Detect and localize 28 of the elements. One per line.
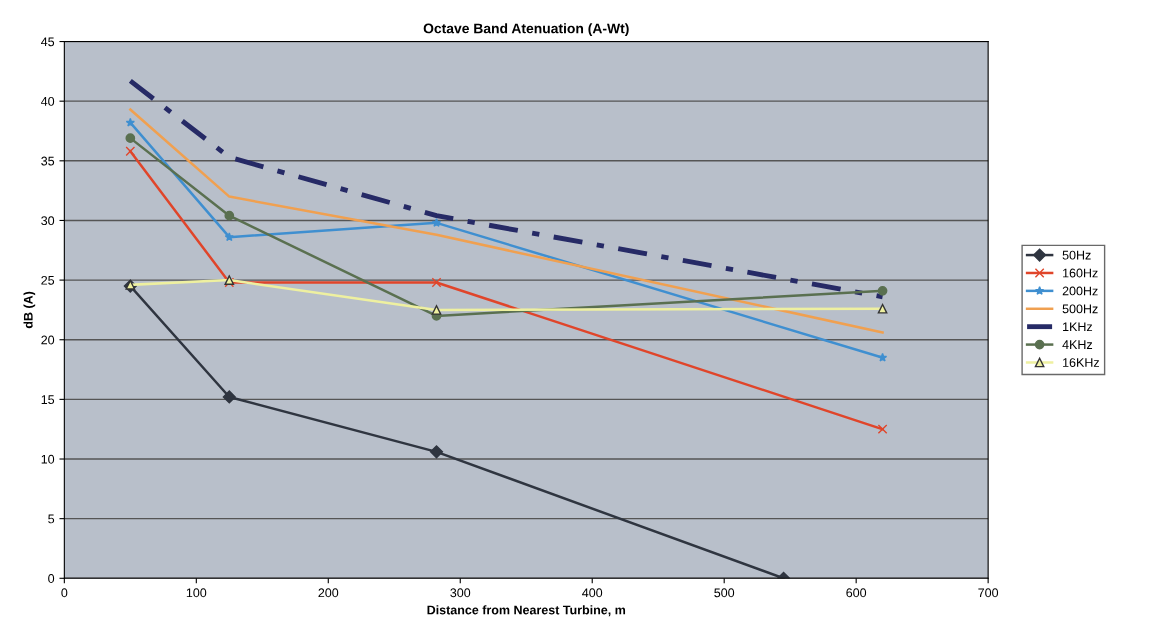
y-tick-label: 15: [41, 395, 55, 405]
x-tick-label: 400: [582, 588, 603, 598]
legend-label: 500Hz: [1062, 304, 1098, 314]
y-tick-label: 30: [41, 216, 55, 226]
y-tick-label: 25: [41, 275, 55, 285]
y-tick-label: 20: [41, 335, 55, 345]
x-tick-label: 500: [714, 588, 735, 598]
y-tick-label: 5: [48, 514, 55, 524]
legend-label: 200Hz: [1062, 286, 1098, 296]
x-axis-title: Distance from Nearest Turbine, m: [427, 605, 626, 617]
y-tick-label: 45: [41, 37, 55, 47]
x-tick-label: 700: [978, 588, 999, 598]
chart-title: Octave Band Atenuation (A-Wt): [423, 23, 629, 37]
y-axis-title: dB (A): [23, 291, 36, 329]
x-tick-label: 100: [186, 588, 207, 598]
x-tick-label: 200: [318, 588, 339, 598]
x-tick-label: 0: [61, 588, 68, 598]
y-tick-label: 0: [48, 574, 55, 583]
legend-label: 4KHz: [1062, 340, 1093, 349]
x-tick-label: 600: [846, 588, 867, 598]
y-tick-label: 40: [41, 96, 55, 106]
legend-label: 160Hz: [1063, 268, 1098, 278]
x-tick-label: 300: [450, 588, 471, 598]
legend-label: 50Hz: [1062, 250, 1091, 260]
legend-label: 1KHz: [1063, 322, 1093, 332]
y-tick-label: 35: [41, 156, 55, 166]
y-tick-label: 10: [41, 454, 55, 464]
legend-label: 16KHz: [1063, 358, 1099, 367]
